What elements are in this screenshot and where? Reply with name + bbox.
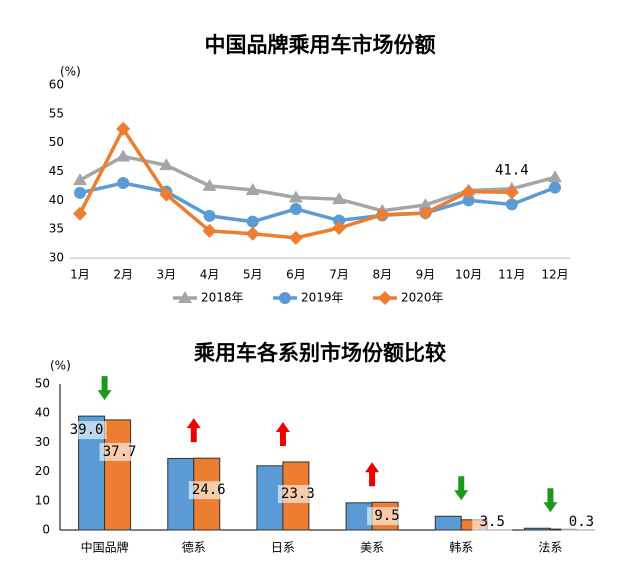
y-tick-label: 35 xyxy=(49,222,64,236)
y-tick-label: 10 xyxy=(35,493,50,507)
marker xyxy=(289,202,302,215)
y-tick-label: 30 xyxy=(49,251,64,265)
trend-arrow xyxy=(454,476,469,501)
marker xyxy=(203,209,216,222)
x-tick-label: 2月 xyxy=(113,268,133,282)
marker xyxy=(74,186,86,199)
legend-label: 2019年 xyxy=(301,291,344,305)
marker xyxy=(117,177,130,190)
marker xyxy=(159,187,174,202)
marker xyxy=(73,206,87,221)
legend-label: 2020年 xyxy=(401,291,444,305)
marker xyxy=(246,215,259,228)
marker xyxy=(202,223,217,238)
marker xyxy=(245,226,260,241)
label-bg xyxy=(99,442,140,461)
x-tick-label: 12月 xyxy=(541,268,568,282)
y-tick-label: 45 xyxy=(49,164,64,178)
data-label: 23.3 xyxy=(281,486,315,502)
unit-label: (%) xyxy=(50,359,71,373)
line xyxy=(79,181,556,224)
trend-arrow xyxy=(97,376,112,401)
data-label: 41.4 xyxy=(495,162,529,178)
x-tick-label: 韩系 xyxy=(449,540,473,555)
x-tick-label: 6月 xyxy=(286,268,306,282)
x-tick-label: 10月 xyxy=(455,268,482,282)
data-label: 9.5 xyxy=(374,508,399,524)
y-tick-label: 50 xyxy=(49,135,64,149)
x-tick-label: 3月 xyxy=(157,268,177,282)
y-tick-label: 50 xyxy=(35,377,50,391)
marker xyxy=(116,149,131,162)
x-tick-label: 7月 xyxy=(329,268,349,282)
marker xyxy=(462,194,475,207)
marker xyxy=(333,214,346,227)
data-label: 24.6 xyxy=(192,482,226,498)
x-tick-label: 4月 xyxy=(200,268,220,282)
label-bg xyxy=(66,421,107,440)
y-tick-label: 55 xyxy=(49,106,64,120)
y-tick-label: 40 xyxy=(49,193,64,207)
trend-arrow xyxy=(543,488,558,513)
y-tick-label: 0 xyxy=(42,523,50,537)
marker xyxy=(178,291,192,303)
y-tick-label: 30 xyxy=(35,435,50,449)
data-label: 0.3 xyxy=(569,514,594,530)
y-tick-label: 40 xyxy=(35,406,50,420)
marker xyxy=(288,230,303,245)
x-tick-label: 中国品牌 xyxy=(81,540,129,555)
line xyxy=(78,125,512,240)
x-tick-label: 11月 xyxy=(498,268,525,282)
marker xyxy=(245,182,260,195)
x-tick-label: 5月 xyxy=(243,268,263,282)
bar xyxy=(523,527,551,531)
marker xyxy=(504,185,519,200)
marker xyxy=(332,221,347,236)
data-label: 37.7 xyxy=(103,444,137,460)
marker xyxy=(332,192,347,205)
chart-title: 中国品牌乘用车市场份额 xyxy=(205,33,436,57)
marker xyxy=(116,121,131,136)
marker xyxy=(73,173,87,186)
label-bg xyxy=(561,513,602,531)
marker xyxy=(548,170,562,183)
label-bg xyxy=(277,484,318,503)
x-tick-label: 1月 xyxy=(70,268,90,282)
y-tick-label: 60 xyxy=(49,78,64,92)
x-tick-label: 法系 xyxy=(538,541,562,555)
label-bg xyxy=(188,481,229,500)
x-tick-label: 美系 xyxy=(360,541,384,555)
marker xyxy=(418,197,433,210)
label-bg xyxy=(367,507,408,526)
legend-label: 2018年 xyxy=(201,291,244,305)
marker xyxy=(202,178,217,191)
marker xyxy=(279,292,291,304)
data-label: 39.0 xyxy=(70,422,104,438)
marker xyxy=(418,206,433,221)
marker xyxy=(375,207,390,222)
bar xyxy=(434,515,462,531)
marker xyxy=(461,184,476,199)
data-label: 3.5 xyxy=(480,514,505,530)
marker xyxy=(505,198,518,211)
marker xyxy=(378,291,392,305)
label-bg xyxy=(472,513,513,531)
x-tick-label: 8月 xyxy=(372,268,392,282)
unit-label: (%) xyxy=(60,65,81,79)
y-tick-label: 20 xyxy=(35,464,50,478)
x-tick-label: 日系 xyxy=(271,541,295,555)
chart-title: 乘用车各系别市场份额比较 xyxy=(193,341,446,365)
x-tick-label: 德系 xyxy=(182,540,206,555)
trend-arrow xyxy=(186,418,201,443)
trend-arrow xyxy=(275,421,290,446)
marker xyxy=(549,181,561,194)
bar xyxy=(104,419,132,531)
trend-arrow xyxy=(365,462,380,487)
marker xyxy=(159,158,174,171)
marker xyxy=(288,190,303,203)
x-tick-label: 9月 xyxy=(416,268,436,282)
